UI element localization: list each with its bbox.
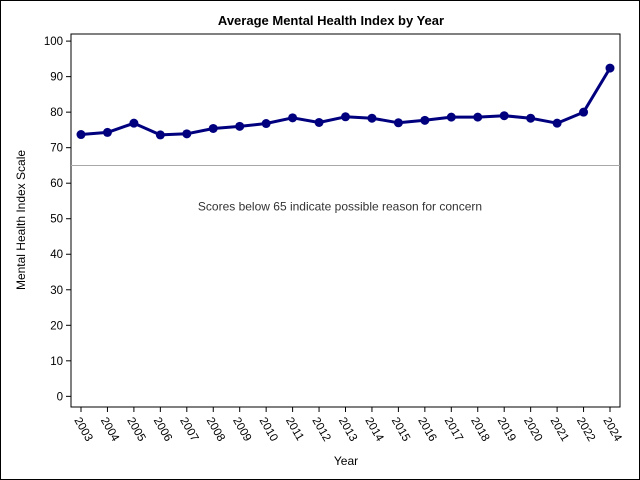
data-point-2020	[526, 113, 536, 123]
data-point-2004	[102, 127, 112, 137]
y-tick-label-30: 30	[50, 285, 63, 297]
x-tick-label-2019: 2019	[495, 416, 518, 444]
y-tick-label-40: 40	[50, 249, 63, 261]
data-point-2021	[552, 118, 562, 128]
data-point-2010	[261, 119, 271, 129]
y-tick-label-20: 20	[50, 320, 63, 332]
chart-title: Average Mental Health Index by Year	[218, 13, 444, 28]
x-tick-label-2018: 2018	[468, 416, 491, 444]
x-tick-label-2012: 2012	[309, 416, 332, 444]
data-point-2003	[76, 130, 86, 140]
data-point-2007	[182, 129, 192, 139]
reference-annotation: Scores below 65 indicate possible reason…	[198, 199, 482, 213]
x-tick-label-2007: 2007	[177, 416, 200, 444]
y-tick-label-60: 60	[50, 178, 63, 190]
x-tick-label-2006: 2006	[151, 416, 174, 444]
x-tick-label-2003: 2003	[71, 416, 94, 444]
y-tick-label-50: 50	[50, 214, 63, 226]
x-tick-label-2014: 2014	[362, 416, 385, 445]
y-tick-label-90: 90	[50, 72, 63, 84]
data-point-2022	[579, 107, 589, 117]
x-tick-label-2022: 2022	[574, 416, 597, 444]
data-point-2006	[155, 130, 165, 140]
x-tick-label-2020: 2020	[521, 416, 544, 444]
data-point-2024	[605, 63, 615, 73]
x-tick-label-2021: 2021	[548, 416, 571, 444]
y-tick-label-70: 70	[50, 143, 63, 155]
data-point-2014	[367, 113, 377, 123]
y-tick-label-100: 100	[44, 36, 63, 48]
data-point-2018	[473, 112, 483, 122]
data-point-2008	[208, 123, 218, 133]
y-axis-label: Mental Health Index Scale	[14, 150, 28, 290]
y-tick-label-0: 0	[57, 391, 63, 403]
series-line	[80, 67, 612, 137]
data-point-2016	[420, 115, 430, 125]
x-tick-label-2013: 2013	[336, 416, 359, 444]
plot-frame	[70, 33, 621, 408]
x-tick-label-2004: 2004	[98, 416, 121, 445]
x-tick-label-2015: 2015	[389, 416, 412, 444]
x-tick-label-2016: 2016	[415, 416, 438, 444]
x-axis-label: Year	[334, 454, 358, 468]
data-point-2005	[129, 118, 139, 128]
data-point-2009	[235, 121, 245, 131]
x-tick-label-2011: 2011	[283, 416, 306, 443]
y-tick-label-10: 10	[50, 356, 63, 368]
data-point-2015	[393, 118, 403, 128]
x-tick-label-2017: 2017	[442, 416, 465, 444]
x-tick-label-2008: 2008	[204, 416, 227, 444]
y-tick-label-80: 80	[50, 107, 63, 119]
data-point-2017	[446, 112, 456, 122]
x-tick-label-2010: 2010	[257, 416, 280, 444]
data-point-2013	[341, 112, 350, 122]
data-point-2019	[499, 111, 509, 121]
data-point-2011	[288, 113, 298, 123]
x-tick-label-2005: 2005	[124, 416, 147, 444]
x-tick-label-2024: 2024	[600, 416, 623, 445]
x-tick-label-2009: 2009	[230, 416, 253, 444]
data-point-2012	[314, 117, 324, 127]
